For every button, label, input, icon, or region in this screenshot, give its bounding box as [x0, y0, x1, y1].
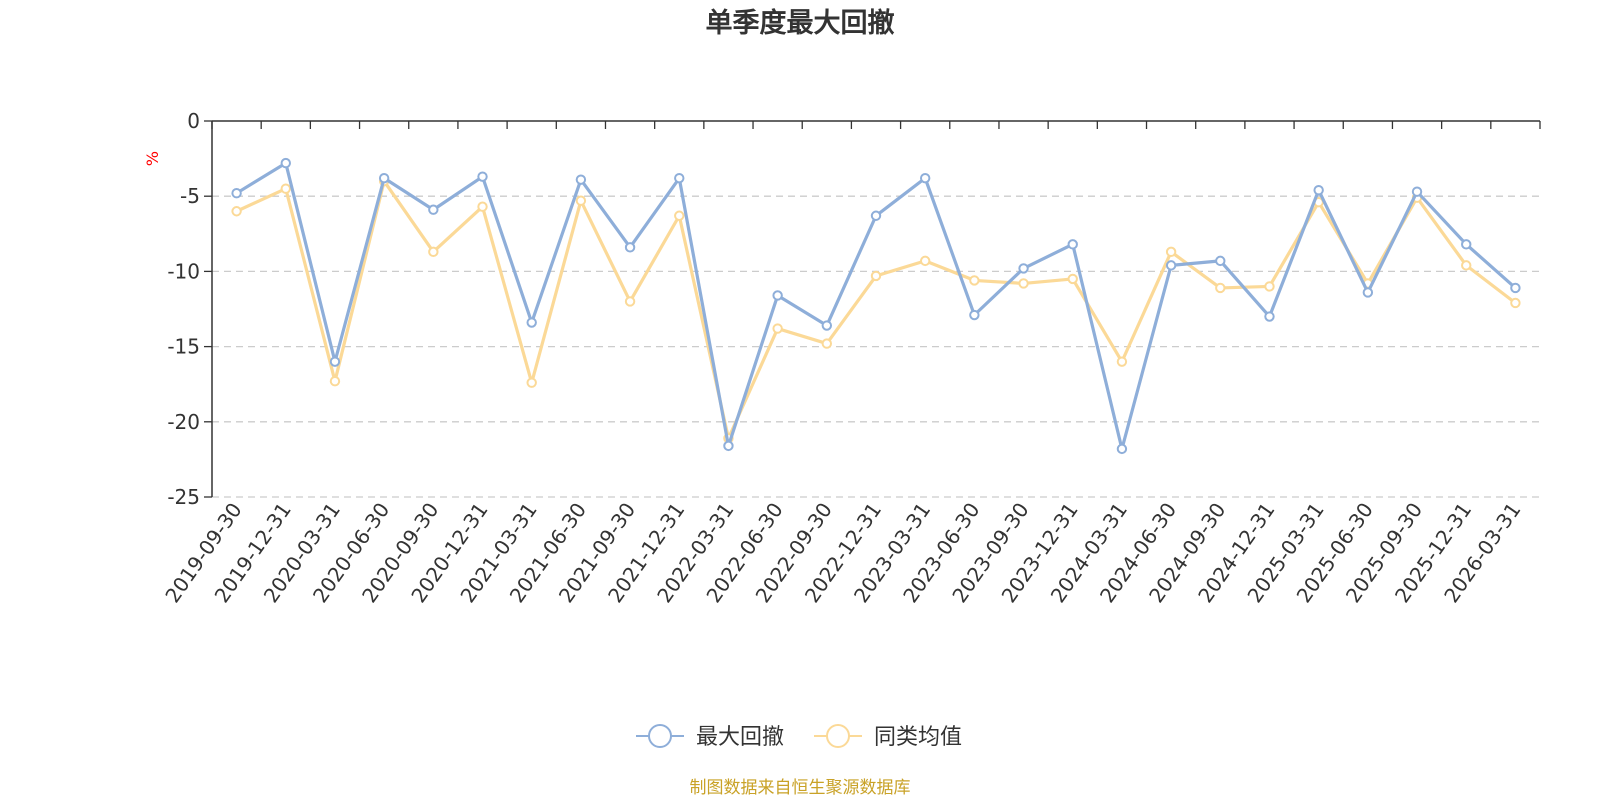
- data-point: [280, 183, 291, 194]
- data-point: [870, 270, 882, 282]
- data-point: [378, 172, 390, 184]
- y-axis-unit-label: %: [143, 151, 162, 166]
- data-point: [1510, 297, 1521, 309]
- data-point: [231, 206, 242, 217]
- y-tick-label: 0: [187, 109, 200, 133]
- data-point: [1067, 273, 1078, 285]
- data-point: [674, 172, 685, 184]
- data-point: [870, 210, 882, 221]
- data-point: [231, 187, 242, 199]
- y-tick-label: -5: [180, 184, 200, 208]
- data-point: [575, 174, 587, 185]
- series-lines: [231, 157, 1521, 455]
- data-point: [1215, 255, 1226, 267]
- grid-lines: [212, 195, 1540, 498]
- data-point: [1018, 263, 1029, 274]
- data-point: [919, 172, 931, 184]
- legend-item[interactable]: 同类均值: [814, 724, 962, 750]
- data-point: [280, 157, 291, 169]
- data-point: [772, 290, 783, 301]
- data-point: [477, 171, 488, 182]
- data-point: [1313, 184, 1324, 196]
- data-point: [1362, 287, 1374, 298]
- data-point: [1461, 239, 1472, 250]
- data-point: [1264, 311, 1275, 322]
- data-point: [1165, 260, 1177, 271]
- data-point: [329, 356, 341, 367]
- data-point: [919, 255, 931, 267]
- legend-label: 最大回撤: [696, 725, 784, 750]
- data-point: [329, 375, 341, 387]
- series-line: [235, 161, 1517, 451]
- data-point: [428, 246, 439, 258]
- data-point: [526, 317, 537, 328]
- y-tick-label: -25: [167, 485, 200, 509]
- legend-marker-icon: [826, 724, 850, 748]
- data-point: [1411, 186, 1423, 197]
- data-point: [821, 338, 833, 349]
- legend-marker-icon: [648, 724, 672, 748]
- axes: [204, 120, 1541, 498]
- data-point: [1067, 239, 1078, 250]
- data-point: [1461, 260, 1472, 271]
- series-最大回撤: [231, 157, 1521, 455]
- data-point: [969, 275, 980, 286]
- data-source-note: 制图数据来自恒生聚源数据库: [690, 778, 911, 798]
- y-tick-labels: 0 -5 -10 -15 -20 -25: [167, 109, 200, 509]
- data-point: [1264, 281, 1275, 292]
- data-point: [1116, 356, 1128, 367]
- data-point: [969, 309, 980, 321]
- legend-item[interactable]: 最大回撤: [636, 724, 784, 750]
- data-point: [1116, 443, 1128, 455]
- legend[interactable]: 最大回撤 同类均值: [636, 724, 962, 750]
- data-point: [1215, 282, 1226, 294]
- data-point: [1510, 282, 1521, 294]
- chart-title: 单季度最大回撤: [706, 7, 895, 39]
- data-point: [1165, 246, 1177, 258]
- data-point: [821, 320, 833, 331]
- legend-label: 同类均值: [874, 725, 962, 750]
- data-point: [674, 210, 685, 221]
- data-point: [723, 440, 734, 452]
- data-point: [624, 242, 636, 253]
- y-tick-label: -20: [167, 410, 200, 434]
- data-point: [624, 296, 636, 307]
- data-point: [428, 204, 439, 215]
- y-tick-label: -10: [167, 259, 200, 283]
- data-point: [1018, 278, 1029, 289]
- data-point: [477, 201, 488, 212]
- data-point: [772, 323, 783, 334]
- data-point: [575, 195, 587, 206]
- data-point: [526, 377, 537, 388]
- x-tick-labels: 2019-09-302019-12-312020-03-312020-06-30…: [160, 498, 1525, 607]
- y-tick-label: -15: [167, 335, 200, 359]
